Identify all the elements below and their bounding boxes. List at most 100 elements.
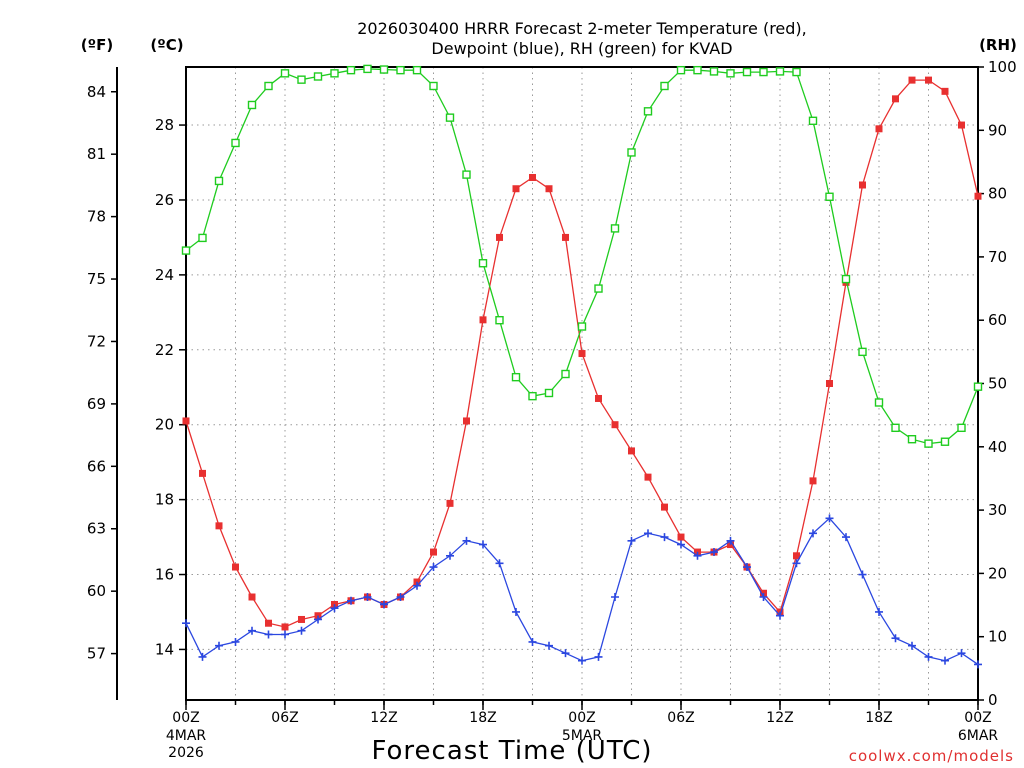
dewpoint-point: [512, 607, 520, 616]
chart-title-line1: 2026030400 HRRR Forecast 2-meter Tempera…: [357, 19, 807, 38]
temperature-point: [479, 316, 487, 324]
dewpoint-point: [957, 649, 966, 658]
x-tick-label: 00Z: [568, 710, 595, 726]
celsius-tick-label: 20: [155, 416, 174, 434]
dewpoint-point: [330, 604, 339, 613]
dewpoint-point: [363, 592, 372, 601]
dewpoint-point: [248, 626, 256, 635]
tick-labels: 14 16 18 20 22 24 26 28 57 60 63 66 69 72 75 78 81 84 0 10 2…: [87, 58, 1017, 761]
rh-point: [214, 176, 224, 186]
dewpoint-point: [660, 533, 669, 542]
dewpoint-point: [182, 619, 190, 628]
dewpoint-point: [627, 536, 636, 545]
dewpoint-point: [842, 533, 850, 542]
celsius-tick-label: 14: [155, 640, 174, 658]
rh-point: [313, 72, 323, 81]
rh-point: [495, 316, 504, 325]
credit-text: coolwx.com/models: [849, 747, 1014, 765]
axes: [111, 66, 984, 710]
temperature-point: [925, 76, 932, 84]
dewpoint-point: [528, 637, 537, 646]
rh-tick-label: 10: [988, 628, 1007, 646]
x-tick-year: 2026: [168, 745, 204, 761]
x-axis-label: Forecast Time (UTC): [371, 736, 652, 766]
rh-point: [874, 398, 884, 407]
temperature-point: [232, 563, 239, 571]
rh-axis-unit: (RH): [979, 36, 1017, 54]
rh-point: [528, 391, 537, 401]
rh-point: [709, 67, 719, 76]
fahrenheit-tick-label: 84: [87, 83, 106, 101]
dewpoint-point: [908, 641, 916, 650]
grid-lines: [186, 67, 978, 700]
dewpoint-point: [924, 652, 933, 661]
temperature-point: [826, 380, 833, 387]
temperature-point: [892, 95, 899, 103]
dewpoint-point: [743, 563, 751, 572]
dewpoint-point: [611, 592, 619, 601]
rh-point: [841, 274, 851, 284]
rh-point: [330, 69, 339, 78]
dewpoint-point: [380, 600, 388, 609]
x-tick-date: 4MAR: [166, 728, 207, 744]
celsius-tick-label: 26: [155, 191, 174, 209]
temperature-point: [644, 473, 652, 481]
fahrenheit-tick-label: 60: [87, 582, 106, 600]
temperature-point: [265, 619, 272, 627]
rh-point: [610, 224, 620, 233]
dewpoint-point: [495, 559, 504, 568]
dewpoint-point: [974, 660, 982, 669]
temperature-point: [446, 499, 454, 507]
temperature-point: [661, 503, 668, 511]
dewpoint-point: [281, 630, 289, 639]
celsius-axis-unit: (ºC): [150, 36, 183, 54]
rh-point: [808, 116, 818, 126]
dewpoint-point: [231, 637, 240, 646]
temperature-point: [298, 615, 305, 623]
dewpoint-point: [875, 607, 883, 616]
temperature-point: [496, 233, 503, 241]
x-tick-label: 12Z: [370, 710, 397, 726]
fahrenheit-tick-label: 75: [87, 270, 106, 288]
rh-point: [627, 148, 636, 157]
rh-point: [379, 65, 389, 74]
rh-tick-label: 50: [988, 375, 1007, 393]
dewpoint-point: [677, 540, 685, 549]
rh-point: [297, 75, 306, 84]
dewpoint-point: [347, 596, 355, 605]
temperature-point: [974, 192, 982, 200]
rh-point: [907, 435, 917, 444]
x-tick-label: 18Z: [469, 710, 496, 726]
rh-point: [561, 369, 570, 379]
x-tick-label: 06Z: [271, 710, 298, 726]
temperature-point: [677, 533, 685, 541]
dewpoint-point: [759, 592, 768, 601]
rh-point: [462, 170, 471, 179]
dewpoint-point: [825, 514, 834, 523]
temperature-point: [793, 552, 800, 560]
temperature-point: [199, 469, 206, 477]
dewpoint-point: [413, 581, 421, 590]
rh-point: [973, 382, 983, 391]
x-tick-label: 06Z: [667, 710, 694, 726]
rh-tick-label: 60: [988, 311, 1007, 329]
x-tick-date: 6MAR: [958, 728, 999, 744]
chart-title-line2: Dewpoint (blue), RH (green) for KVAD: [431, 39, 732, 58]
temperature-point: [859, 181, 866, 189]
temperature-point: [529, 173, 536, 181]
celsius-tick-label: 24: [155, 266, 174, 284]
rh-point: [346, 65, 356, 75]
fahrenheit-tick-label: 63: [87, 520, 106, 538]
dewpoint-point: [578, 656, 586, 665]
rh-tick-label: 70: [988, 248, 1007, 266]
x-tick-label: 00Z: [964, 710, 991, 726]
fahrenheit-tick-label: 69: [87, 395, 106, 413]
rh-tick-label: 40: [988, 438, 1007, 456]
rh-point: [511, 372, 521, 382]
temperature-point: [875, 125, 883, 133]
temperature-point: [595, 394, 602, 402]
temperature-point: [941, 87, 949, 95]
rh-tick-label: 0: [988, 691, 998, 709]
rh-point: [660, 81, 669, 91]
